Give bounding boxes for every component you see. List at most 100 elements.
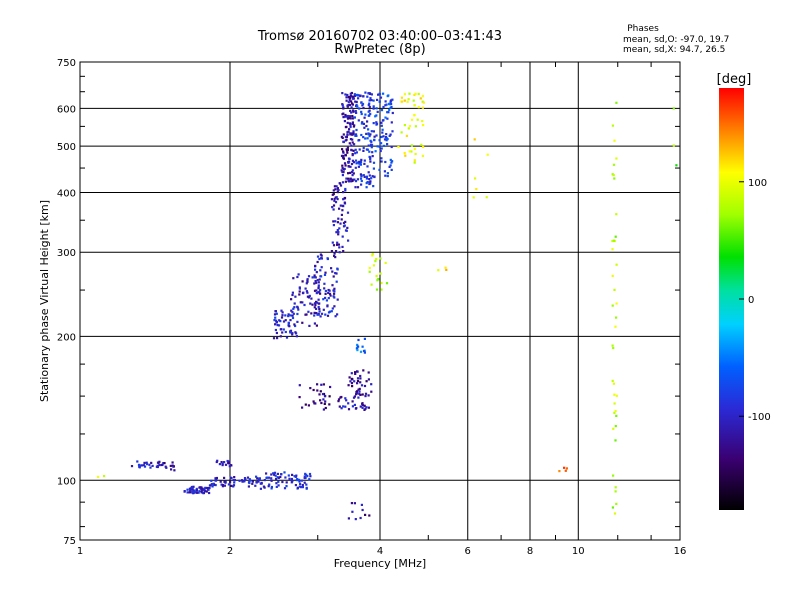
data-point xyxy=(347,402,350,405)
data-point xyxy=(244,478,247,481)
data-point xyxy=(214,479,218,482)
data-point xyxy=(347,177,350,180)
data-point xyxy=(408,92,411,95)
data-point xyxy=(290,298,293,301)
data-point xyxy=(388,165,391,168)
data-point xyxy=(383,138,387,141)
data-point xyxy=(249,479,252,482)
data-point xyxy=(263,479,266,482)
data-point xyxy=(289,314,292,317)
data-point xyxy=(324,313,327,316)
data-point xyxy=(171,461,174,464)
data-point xyxy=(345,399,348,402)
data-point xyxy=(258,478,261,481)
data-point xyxy=(612,239,615,242)
data-point xyxy=(351,117,354,120)
data-point xyxy=(291,311,294,314)
data-point xyxy=(350,149,353,152)
data-point xyxy=(341,235,344,238)
data-point xyxy=(275,331,278,335)
data-point xyxy=(320,257,323,260)
data-point xyxy=(270,473,273,476)
data-point xyxy=(346,116,349,119)
data-point xyxy=(281,480,284,484)
data-point xyxy=(311,303,314,306)
data-point xyxy=(368,270,371,273)
data-point xyxy=(327,297,330,300)
data-point xyxy=(336,191,339,194)
data-point xyxy=(342,116,345,119)
data-point xyxy=(349,123,352,126)
data-point xyxy=(342,112,345,115)
data-point xyxy=(611,124,614,127)
data-point xyxy=(298,293,301,296)
data-point xyxy=(360,183,363,186)
data-point xyxy=(386,138,389,141)
data-point xyxy=(291,314,294,317)
data-point xyxy=(611,379,614,382)
data-point xyxy=(445,268,448,271)
data-point xyxy=(348,103,352,107)
data-point xyxy=(354,134,357,137)
data-point xyxy=(330,250,333,253)
data-point xyxy=(368,150,371,153)
data-point xyxy=(362,146,365,150)
data-point xyxy=(317,313,320,316)
data-point xyxy=(220,461,223,464)
data-point xyxy=(369,133,372,136)
data-point xyxy=(391,98,394,101)
data-point xyxy=(380,157,383,160)
data-point xyxy=(414,152,417,156)
data-point xyxy=(322,398,325,401)
data-point xyxy=(317,281,320,284)
data-point xyxy=(331,241,334,244)
data-point xyxy=(281,311,284,314)
data-point xyxy=(558,470,561,473)
data-point xyxy=(337,400,340,403)
data-point xyxy=(351,174,354,177)
data-point xyxy=(255,475,258,478)
data-point xyxy=(614,325,617,328)
data-point xyxy=(611,248,614,251)
data-point xyxy=(344,220,347,223)
data-point xyxy=(274,310,277,313)
data-point xyxy=(413,93,416,96)
data-point xyxy=(613,288,616,291)
data-point xyxy=(143,465,147,468)
y-axis-label: Stationary phase Virtual Height [km] xyxy=(38,200,51,402)
data-point xyxy=(285,336,289,339)
data-point xyxy=(348,142,351,145)
data-point xyxy=(350,377,353,380)
data-point xyxy=(324,292,327,295)
data-point xyxy=(370,383,373,386)
data-point xyxy=(313,302,317,305)
colorbar-ticks: 100 0 -100 xyxy=(739,178,771,423)
data-point xyxy=(330,310,333,313)
data-point xyxy=(314,268,317,271)
data-point xyxy=(324,400,327,403)
y-tick-label: 200 xyxy=(57,332,76,343)
data-point xyxy=(221,484,225,487)
data-point xyxy=(275,482,278,485)
data-point xyxy=(221,462,224,465)
data-point xyxy=(227,462,231,465)
data-point xyxy=(353,395,356,398)
data-point xyxy=(361,102,365,106)
data-point xyxy=(315,281,318,284)
data-point xyxy=(485,196,488,199)
data-point xyxy=(294,484,297,487)
data-point xyxy=(191,486,194,489)
data-point xyxy=(351,169,354,172)
data-point xyxy=(564,469,567,472)
data-point xyxy=(382,135,385,138)
data-point xyxy=(319,390,322,393)
data-point xyxy=(283,471,286,474)
data-point xyxy=(365,406,368,409)
data-point xyxy=(211,485,214,488)
data-point xyxy=(408,125,412,128)
data-point xyxy=(332,208,335,211)
data-point xyxy=(145,461,148,464)
data-point xyxy=(372,185,375,188)
data-point xyxy=(384,116,387,119)
data-point xyxy=(349,125,352,128)
